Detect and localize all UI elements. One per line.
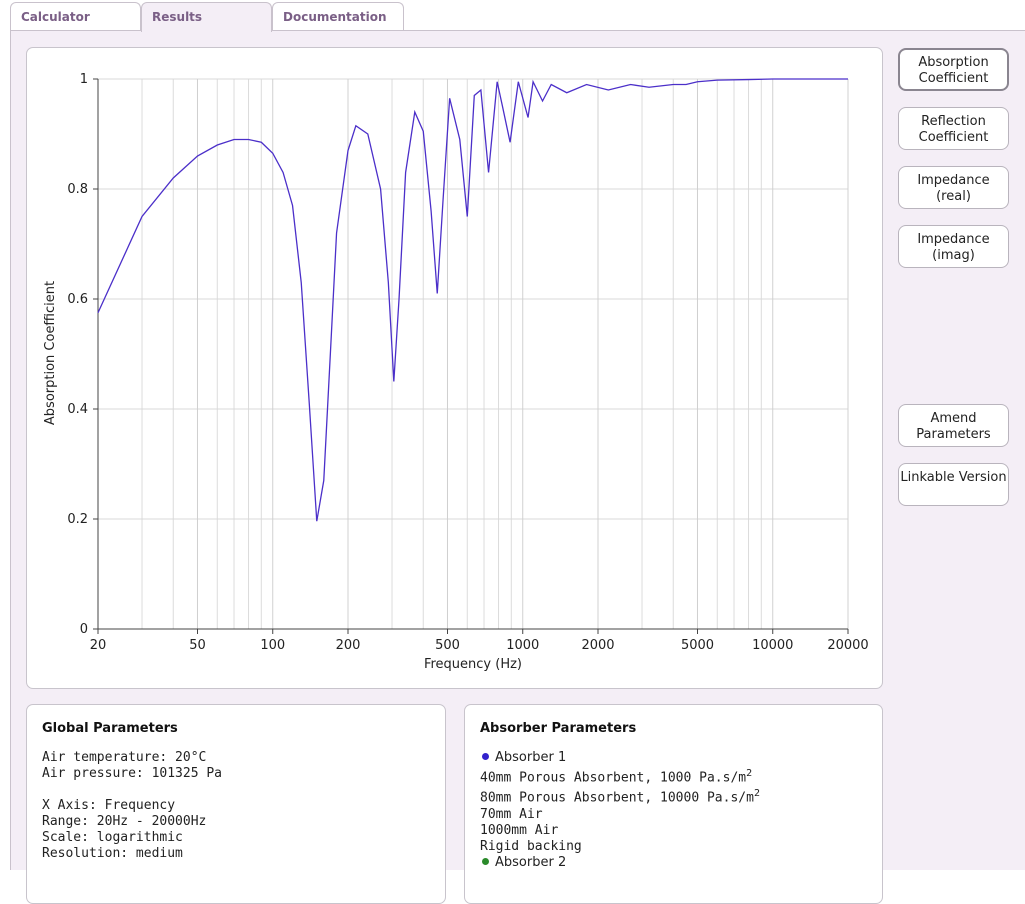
legend-dot [482, 753, 489, 760]
button[interactable]: Absorption Coefficient [898, 48, 1009, 91]
parameter-line: Air temperature: 20°C [42, 750, 207, 765]
y-tick-label: 1 [80, 72, 88, 87]
chart-box: Absorption Coefficient Frequency (Hz) 0 0… [26, 47, 883, 689]
y-tick-label: 0 [80, 622, 88, 637]
x-tick-label: 2000 [581, 638, 614, 653]
parameter-line: Air pressure: 101325 Pa [42, 766, 223, 781]
layer-line: 1000mm Air [480, 823, 867, 839]
y-tick-label: 0.4 [67, 402, 88, 417]
x-tick-label: 500 [435, 638, 460, 653]
button[interactable]: Linkable Version [898, 463, 1009, 506]
absorber-name: Absorber 2 [480, 855, 867, 871]
tab[interactable]: Results [141, 2, 272, 32]
layer-line: 80mm Porous Absorbent, 10000 Pa.s/m2 [480, 786, 867, 806]
data-line [97, 78, 848, 522]
y-axis-label: Absorption Coefficient [43, 281, 58, 425]
layer-text: 80mm Porous Absorbent, 10000 Pa.s/m [480, 790, 754, 806]
x-tick-label: 20 [90, 638, 107, 653]
button[interactable]: Amend Parameters [898, 404, 1009, 447]
superscript: 2 [746, 768, 753, 779]
button[interactable]: Reflection Coefficient [898, 107, 1009, 150]
layer-text: Rigid backing [480, 838, 582, 854]
x-tick-label: 10000 [752, 638, 793, 653]
parameter-line: Range: 20Hz - 20000Hz [42, 814, 207, 829]
layer-text: 1000mm Air [480, 822, 559, 838]
x-tick-label: 5000 [681, 638, 714, 653]
superscript: 2 [753, 788, 760, 800]
global-parameters: Global Parameters Air temperature: 20°C A… [26, 704, 446, 904]
page: Calculator Results Documentation Absorpt… [10, 2, 1025, 904]
x-axis-label: Frequency (Hz) [424, 657, 522, 672]
chart: Absorption Coefficient Frequency (Hz) 0 0… [43, 72, 869, 672]
x-tick-label: 50 [189, 638, 206, 653]
layer-line: 40mm Porous Absorbent, 1000 Pa.s/m2 [480, 766, 867, 786]
x-tick-label: 20000 [827, 638, 868, 653]
parameter-line: Resolution: medium [42, 846, 183, 861]
button[interactable]: Impedance (real) [898, 166, 1009, 209]
layer-text: 70mm Air [480, 806, 543, 822]
parameter-line: Scale: logarithmic [42, 830, 183, 845]
legend-dot [482, 857, 489, 865]
x-tick-label: 100 [260, 638, 285, 653]
panel-title: Global Parameters [42, 721, 178, 736]
absorber-label: Absorber 1 [495, 750, 567, 765]
absorber-parameters: Absorber Parameters Absorber 1 40mm Porou… [464, 704, 883, 904]
y-tick-label: 0.6 [67, 292, 88, 307]
button[interactable]: Impedance (imag) [898, 225, 1009, 268]
x-tick-label: 200 [336, 638, 361, 653]
y-tick-label: 0.8 [67, 182, 88, 197]
absorber-label: Absorber 2 [495, 854, 567, 870]
absorber-name: Absorber 1 [480, 750, 867, 766]
layer-line: 70mm Air [480, 807, 867, 823]
parameter-line: X Axis: Frequency [42, 798, 176, 813]
parameter-line [42, 782, 430, 798]
layer-line: Rigid backing [480, 839, 867, 855]
y-tick-label: 0.2 [67, 512, 88, 527]
layer-text: 40mm Porous Absorbent, 1000 Pa.s/m [480, 770, 747, 786]
tab[interactable]: Documentation [272, 2, 404, 30]
tab[interactable]: Calculator [10, 2, 141, 30]
panel-title: Absorber Parameters [480, 721, 637, 736]
x-tick-label: 1000 [506, 638, 539, 653]
